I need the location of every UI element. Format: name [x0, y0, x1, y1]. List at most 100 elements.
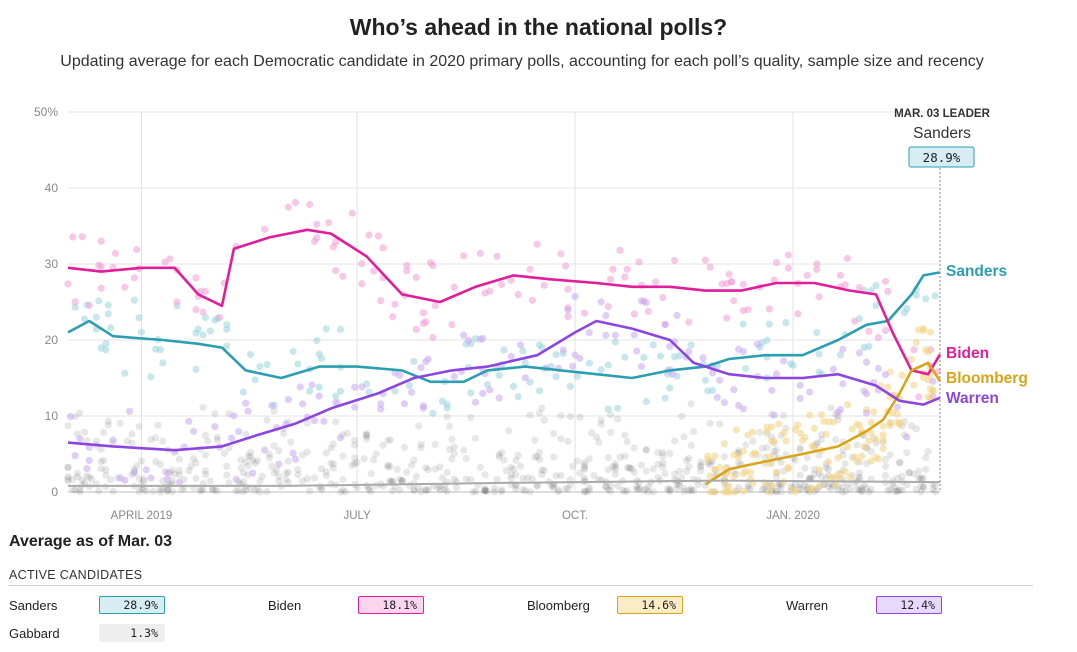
poll-dot: [557, 435, 565, 443]
poll-dot: [294, 466, 302, 474]
poll-dot: [633, 482, 641, 491]
poll-dot: [97, 284, 105, 292]
poll-dot: [133, 246, 141, 254]
poll-dot: [313, 234, 321, 242]
poll-dot: [261, 446, 269, 454]
poll-dot: [789, 361, 797, 370]
poll-dot: [879, 431, 887, 439]
poll-dot: [500, 346, 508, 354]
poll-dot: [611, 460, 619, 468]
poll-dot: [706, 419, 714, 428]
poll-dot: [557, 250, 565, 258]
poll-dot: [763, 444, 771, 452]
poll-dot: [429, 333, 437, 342]
poll-dot: [585, 359, 593, 367]
poll-dot: [817, 435, 826, 444]
poll-dot: [611, 470, 619, 478]
poll-dot: [251, 486, 259, 495]
poll-dot: [258, 472, 266, 480]
poll-dot: [881, 277, 890, 285]
poll-dot: [730, 385, 738, 394]
poll-dot: [881, 462, 890, 470]
poll-dot: [858, 452, 866, 460]
end-label-bloomberg: Bloomberg: [946, 370, 1028, 387]
poll-dot: [652, 278, 660, 286]
poll-dot: [422, 318, 430, 326]
poll-dot: [377, 296, 385, 305]
average-divider: [9, 585, 1033, 586]
poll-dot: [777, 458, 785, 466]
poll-dot: [554, 486, 563, 494]
poll-dot: [213, 487, 221, 495]
poll-dot: [521, 486, 529, 495]
poll-dot: [860, 481, 868, 489]
poll-dot: [810, 470, 819, 478]
end-label-warren: Warren: [946, 390, 999, 407]
poll-dot: [507, 471, 515, 479]
poll-dot: [469, 488, 477, 496]
poll-dot: [839, 345, 847, 353]
leader-name: Sanders: [913, 125, 971, 142]
poll-dot: [538, 470, 546, 479]
poll-dot: [64, 464, 72, 472]
poll-dot: [443, 468, 451, 476]
poll-dot: [915, 467, 923, 475]
poll-dot: [765, 320, 773, 328]
poll-dot: [874, 333, 882, 342]
average-title: Average as of Mar. 03: [9, 533, 173, 550]
poll-dot: [621, 273, 629, 281]
poll-dot: [607, 275, 615, 283]
poll-dot: [772, 258, 781, 267]
poll-dot: [365, 486, 373, 494]
poll-dot: [680, 484, 688, 493]
poll-dot: [865, 342, 873, 351]
poll-dot: [486, 386, 494, 394]
poll-dot: [886, 485, 894, 493]
poll-dot: [481, 471, 489, 479]
poll-dot: [678, 474, 686, 482]
poll-dot: [535, 448, 544, 456]
poll-dot: [102, 466, 110, 474]
poll-dot: [635, 258, 643, 266]
poll-dot: [225, 479, 233, 487]
poll-dot: [332, 392, 340, 400]
poll-dot: [336, 488, 345, 496]
poll-dot: [289, 347, 297, 356]
poll-dot: [853, 457, 861, 465]
poll-dot: [140, 475, 148, 483]
poll-dot: [564, 485, 572, 493]
poll-dot: [102, 471, 110, 479]
poll-dot: [881, 455, 890, 464]
poll-dot: [315, 392, 323, 400]
poll-dot: [609, 463, 617, 471]
poll-dot: [855, 474, 864, 483]
poll-dot: [242, 486, 250, 494]
poll-dot: [860, 443, 868, 451]
poll-dot: [83, 437, 91, 445]
poll-dot: [865, 437, 873, 445]
poll-dot: [322, 472, 330, 480]
poll-dot: [284, 395, 292, 404]
poll-dot: [893, 403, 901, 411]
poll-dot: [514, 393, 522, 401]
poll-dot: [791, 456, 800, 464]
poll-dot: [386, 462, 394, 470]
poll-dot: [317, 465, 326, 473]
poll-dot: [635, 485, 643, 493]
poll-dot: [770, 437, 778, 445]
poll-dot: [137, 457, 146, 465]
poll-dot: [827, 485, 835, 493]
poll-dot: [467, 413, 475, 422]
poll-dot: [97, 445, 105, 453]
poll-dot: [519, 347, 527, 355]
poll-dot: [784, 264, 792, 272]
poll-dot: [580, 474, 589, 482]
poll-dot: [742, 441, 750, 449]
poll-dot: [829, 418, 837, 426]
poll-dot: [796, 381, 804, 389]
poll-dot: [521, 359, 529, 367]
poll-dot: [102, 339, 110, 348]
poll-dot: [239, 478, 247, 486]
poll-dot: [137, 328, 146, 336]
poll-dot: [431, 302, 439, 310]
